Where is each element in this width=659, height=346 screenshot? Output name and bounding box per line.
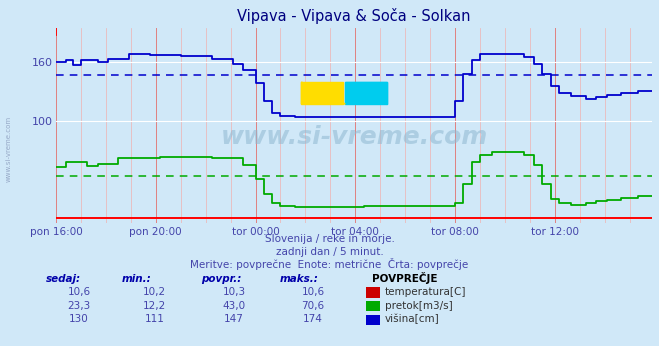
Text: 43,0: 43,0 (222, 301, 246, 311)
Bar (301, 82, 343, 104)
Text: Meritve: povprečne  Enote: metrične  Črta: povprečje: Meritve: povprečne Enote: metrične Črta:… (190, 258, 469, 271)
Text: 147: 147 (224, 315, 244, 325)
Text: www.si-vreme.com: www.si-vreme.com (5, 116, 12, 182)
Text: min.:: min.: (122, 274, 152, 284)
Polygon shape (301, 82, 345, 104)
Text: maks.:: maks.: (280, 274, 319, 284)
Text: pretok[m3/s]: pretok[m3/s] (385, 301, 453, 311)
Text: POVPREČJE: POVPREČJE (372, 272, 438, 284)
Text: 10,6: 10,6 (67, 287, 91, 297)
Text: sedaj:: sedaj: (46, 274, 81, 284)
Text: zadnji dan / 5 minut.: zadnji dan / 5 minut. (275, 247, 384, 257)
Text: www.si-vreme.com: www.si-vreme.com (221, 125, 488, 149)
Text: Slovenija / reke in morje.: Slovenija / reke in morje. (264, 234, 395, 244)
Text: temperatura[C]: temperatura[C] (385, 287, 467, 297)
Text: 10,2: 10,2 (143, 287, 167, 297)
Text: povpr.:: povpr.: (201, 274, 241, 284)
Text: 12,2: 12,2 (143, 301, 167, 311)
Text: 23,3: 23,3 (67, 301, 91, 311)
Text: višina[cm]: višina[cm] (385, 314, 440, 325)
Text: 130: 130 (69, 315, 89, 325)
Text: 111: 111 (145, 315, 165, 325)
Title: Vipava - Vipava & Soča - Solkan: Vipava - Vipava & Soča - Solkan (237, 8, 471, 24)
Polygon shape (345, 82, 387, 104)
Text: 10,6: 10,6 (301, 287, 325, 297)
Text: 70,6: 70,6 (301, 301, 325, 311)
Text: 10,3: 10,3 (222, 287, 246, 297)
Bar (345, 82, 387, 104)
Text: 174: 174 (303, 315, 323, 325)
